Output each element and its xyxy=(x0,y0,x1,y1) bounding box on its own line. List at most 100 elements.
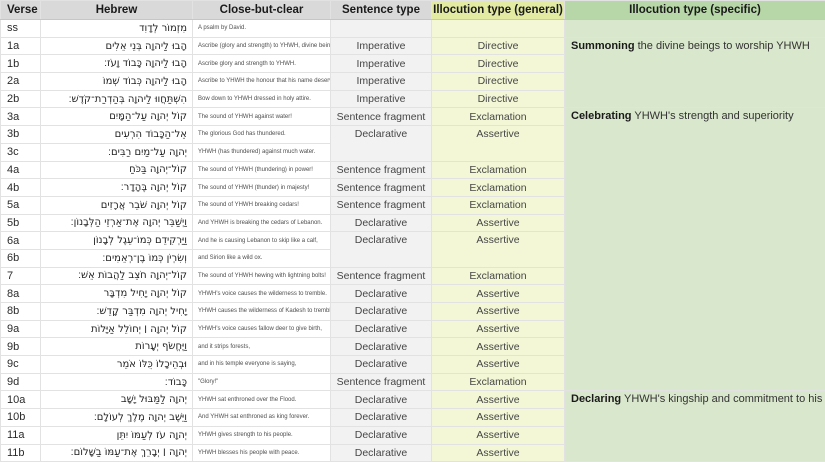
hebrew-cell: וְשִׂרְיֹן כְּמוֹ בֶן־רְאֵמִים׃ xyxy=(41,249,193,267)
sentence-type-cell: Declarative xyxy=(331,426,432,444)
sentence-type-cell: Sentence fragment xyxy=(331,373,432,391)
hebrew-cell: הָבוּ לַיהוָה כָּבוֹד וָעֹז׃ xyxy=(41,55,193,73)
sentence-type-cell: Declarative xyxy=(331,214,432,232)
sentence-type-cell: Declarative xyxy=(331,338,432,356)
verse-cell: 4b xyxy=(1,179,41,197)
illocution-general-cell: Assertive xyxy=(432,285,565,303)
hebrew-cell: הָבוּ לַיהוָה כְּבוֹד שְׁמוֹ xyxy=(41,73,193,91)
table-header-row: Verse Hebrew Close-but-clear Sentence ty… xyxy=(1,1,825,20)
sentence-type-cell: Sentence fragment xyxy=(331,161,432,179)
sentence-type-cell: Declarative xyxy=(331,356,432,374)
close-but-clear-cell: YHWH sat enthroned over the Flood. xyxy=(193,391,331,409)
sentence-type-cell: Imperative xyxy=(331,90,432,108)
verse-cell: 10b xyxy=(1,409,41,427)
illocution-general-cell: Assertive xyxy=(432,214,565,232)
verse-cell: 7 xyxy=(1,267,41,285)
close-but-clear-cell: YHWH's voice causes the wilderness to tr… xyxy=(193,285,331,303)
sentence-type-cell: Declarative xyxy=(331,232,432,267)
illocution-general-cell: Assertive xyxy=(432,426,565,444)
close-but-clear-cell: YHWH causes the wilderness of Kadesh to … xyxy=(193,303,331,321)
verse-cell: 3a xyxy=(1,108,41,126)
illocution-general-cell: Directive xyxy=(432,73,565,91)
verse-cell: 3c xyxy=(1,143,41,161)
close-but-clear-cell: The sound of YHWH against water! xyxy=(193,108,331,126)
close-but-clear-cell: The sound of YHWH (thunder) in majesty! xyxy=(193,179,331,197)
col-header-illocution-specific: Illocution type (specific) xyxy=(565,1,825,20)
hebrew-cell: וַיְשַׁבֵּר יְהוָה אֶת־אַרְזֵי הַלְּבָנו… xyxy=(41,214,193,232)
hebrew-cell: יְהוָה לַמַּבּוּל יָשָׁב xyxy=(41,391,193,409)
verse-cell: 9c xyxy=(1,356,41,374)
illocution-general-cell: Assertive xyxy=(432,391,565,409)
sentence-type-cell: Imperative xyxy=(331,37,432,55)
illocution-general-cell: Assertive xyxy=(432,320,565,338)
hebrew-cell: קוֹל־יְהוָה חֹצֵב לַהֲבוֹת אֵשׁ׃ xyxy=(41,267,193,285)
verse-cell: 9d xyxy=(1,373,41,391)
col-header-sentence-type: Sentence type xyxy=(331,1,432,20)
illocution-general-cell: Assertive xyxy=(432,303,565,321)
col-header-illocution-general: Illocution type (general) xyxy=(432,1,565,20)
close-but-clear-cell: YHWH blesses his people with peace. xyxy=(193,444,331,462)
illocution-specific-cell xyxy=(565,20,825,38)
hebrew-cell: קוֹל יְהוָה יָחִיל מִדְבָּר xyxy=(41,285,193,303)
verse-cell: 8b xyxy=(1,303,41,321)
verse-cell: 11b xyxy=(1,444,41,462)
illocution-general-cell: Exclamation xyxy=(432,373,565,391)
sentence-type-cell: Sentence fragment xyxy=(331,267,432,285)
close-but-clear-cell: Bow down to YHWH dressed in holy attire. xyxy=(193,90,331,108)
sentence-type-cell: Sentence fragment xyxy=(331,108,432,126)
hebrew-cell: מִזְמוֹר לְדָוִד xyxy=(41,20,193,38)
close-but-clear-cell: The sound of YHWH breaking cedars! xyxy=(193,196,331,214)
sentence-type-cell: Declarative xyxy=(331,409,432,427)
illocution-general-cell: Assertive xyxy=(432,338,565,356)
illocution-general-cell: Exclamation xyxy=(432,161,565,179)
close-but-clear-cell: and Sirion like a wild ox. xyxy=(193,249,331,267)
verse-cell: 2b xyxy=(1,90,41,108)
col-header-verse: Verse xyxy=(1,1,41,20)
close-but-clear-cell: And YHWH is breaking the cedars of Leban… xyxy=(193,214,331,232)
verse-cell: 10a xyxy=(1,391,41,409)
close-but-clear-cell: YHWH gives strength to his people. xyxy=(193,426,331,444)
hebrew-cell: יְהוָה עַל־מַיִם רַבִּים׃ xyxy=(41,143,193,161)
sentence-type-cell: Declarative xyxy=(331,285,432,303)
hebrew-cell: קוֹל־יְהוָה בַּכֹּחַ xyxy=(41,161,193,179)
close-but-clear-cell: YHWH's voice causes fallow deer to give … xyxy=(193,320,331,338)
close-but-clear-cell: "Glory!" xyxy=(193,373,331,391)
hebrew-cell: קוֹל יְהוָה עַל־הַמָּיִם xyxy=(41,108,193,126)
illocution-general-cell: Assertive xyxy=(432,444,565,462)
illocution-general-cell: Assertive xyxy=(432,126,565,161)
verse-cell: ss xyxy=(1,20,41,38)
hebrew-cell: וַיֶּחֱשֹׂף יְעָרוֹת xyxy=(41,338,193,356)
verse-cell: 6b xyxy=(1,249,41,267)
illocution-general-cell: Exclamation xyxy=(432,179,565,197)
hebrew-cell: יָחִיל יְהוָה מִדְבַּר קָדֵשׁ׃ xyxy=(41,303,193,321)
sentence-type-cell: Declarative xyxy=(331,320,432,338)
verse-cell: 8a xyxy=(1,285,41,303)
close-but-clear-cell: The sound of YHWH hewing with lightning … xyxy=(193,267,331,285)
illocution-general-cell: Assertive xyxy=(432,232,565,267)
illocution-specific-keyword: Declaring xyxy=(571,393,621,405)
hebrew-cell: וּבְהֵיכָלוֹ כֻּלּוֹ אֹמֵר xyxy=(41,356,193,374)
verse-cell: 6a xyxy=(1,232,41,250)
sentence-type-cell: Declarative xyxy=(331,303,432,321)
illocution-general-cell: Directive xyxy=(432,90,565,108)
close-but-clear-cell: Ascribe glory and strength to YHWH. xyxy=(193,55,331,73)
verse-cell: 4a xyxy=(1,161,41,179)
illocution-specific-keyword: Summoning xyxy=(571,40,635,52)
hebrew-cell: קוֹל יְהוָה ׀ יְחוֹלֵל אַיָּלוֹת xyxy=(41,320,193,338)
sentence-type-cell: Declarative xyxy=(331,126,432,161)
sentence-type-cell xyxy=(331,20,432,38)
verse-cell: 5b xyxy=(1,214,41,232)
close-but-clear-cell: Ascribe (glory and strength) to YHWH, di… xyxy=(193,37,331,55)
illocution-general-cell: Assertive xyxy=(432,409,565,427)
close-but-clear-cell: The sound of YHWH (thundering) in power! xyxy=(193,161,331,179)
close-but-clear-cell: A psalm by David. xyxy=(193,20,331,38)
illocution-specific-cell: Celebrating YHWH's strength and superior… xyxy=(565,108,825,391)
illocution-general-cell: Exclamation xyxy=(432,196,565,214)
verse-cell: 3b xyxy=(1,126,41,144)
verse-cell: 1a xyxy=(1,37,41,55)
illocution-general-cell: Assertive xyxy=(432,356,565,374)
col-header-hebrew: Hebrew xyxy=(41,1,193,20)
close-but-clear-cell: and it strips forests, xyxy=(193,338,331,356)
